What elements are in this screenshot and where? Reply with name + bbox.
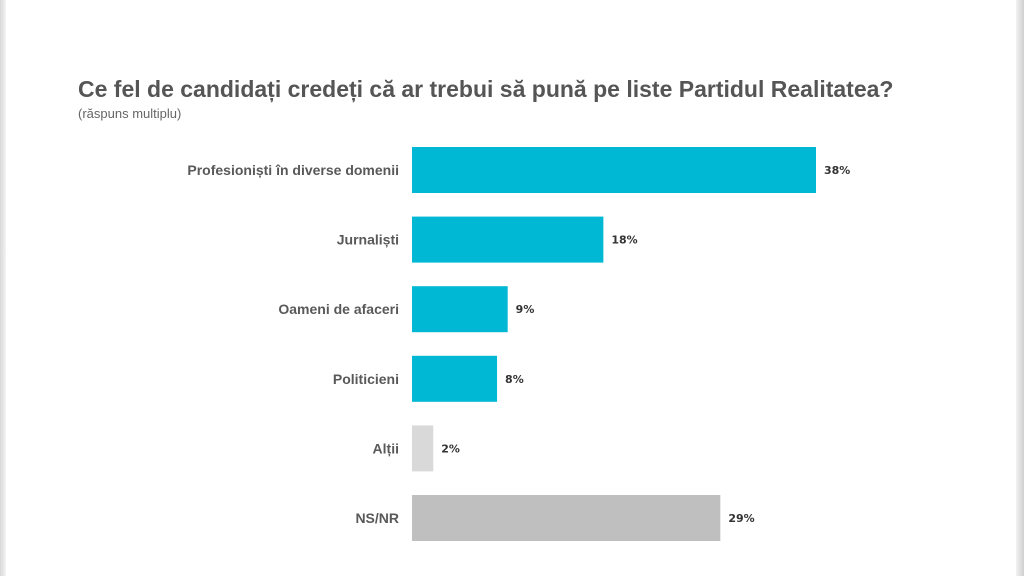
bar	[412, 495, 721, 541]
bar	[412, 425, 434, 472]
value-label: 8%	[505, 373, 524, 386]
chart-title: Ce fel de candidați credeți că ar trebui…	[78, 76, 894, 102]
category-label: Jurnaliști	[337, 232, 399, 248]
category-label: NS/NR	[355, 510, 399, 526]
value-label: 18%	[611, 234, 637, 247]
category-label: Alții	[373, 440, 399, 456]
value-label: 9%	[516, 303, 535, 316]
value-label: 29%	[728, 512, 754, 525]
value-label: 2%	[441, 442, 460, 455]
bar	[412, 216, 604, 263]
category-label: Profesioniști în diverse domenii	[187, 162, 399, 178]
page-frame-left	[0, 0, 6, 576]
page-frame-right	[1016, 0, 1024, 576]
bar	[412, 286, 508, 333]
bar	[412, 355, 498, 402]
chart-subtitle: (răspuns multiplu)	[78, 106, 182, 121]
category-label: Politicieni	[333, 371, 399, 387]
category-label: Oameni de afaceri	[278, 301, 399, 317]
bar	[412, 147, 816, 193]
value-label: 38%	[824, 164, 850, 177]
